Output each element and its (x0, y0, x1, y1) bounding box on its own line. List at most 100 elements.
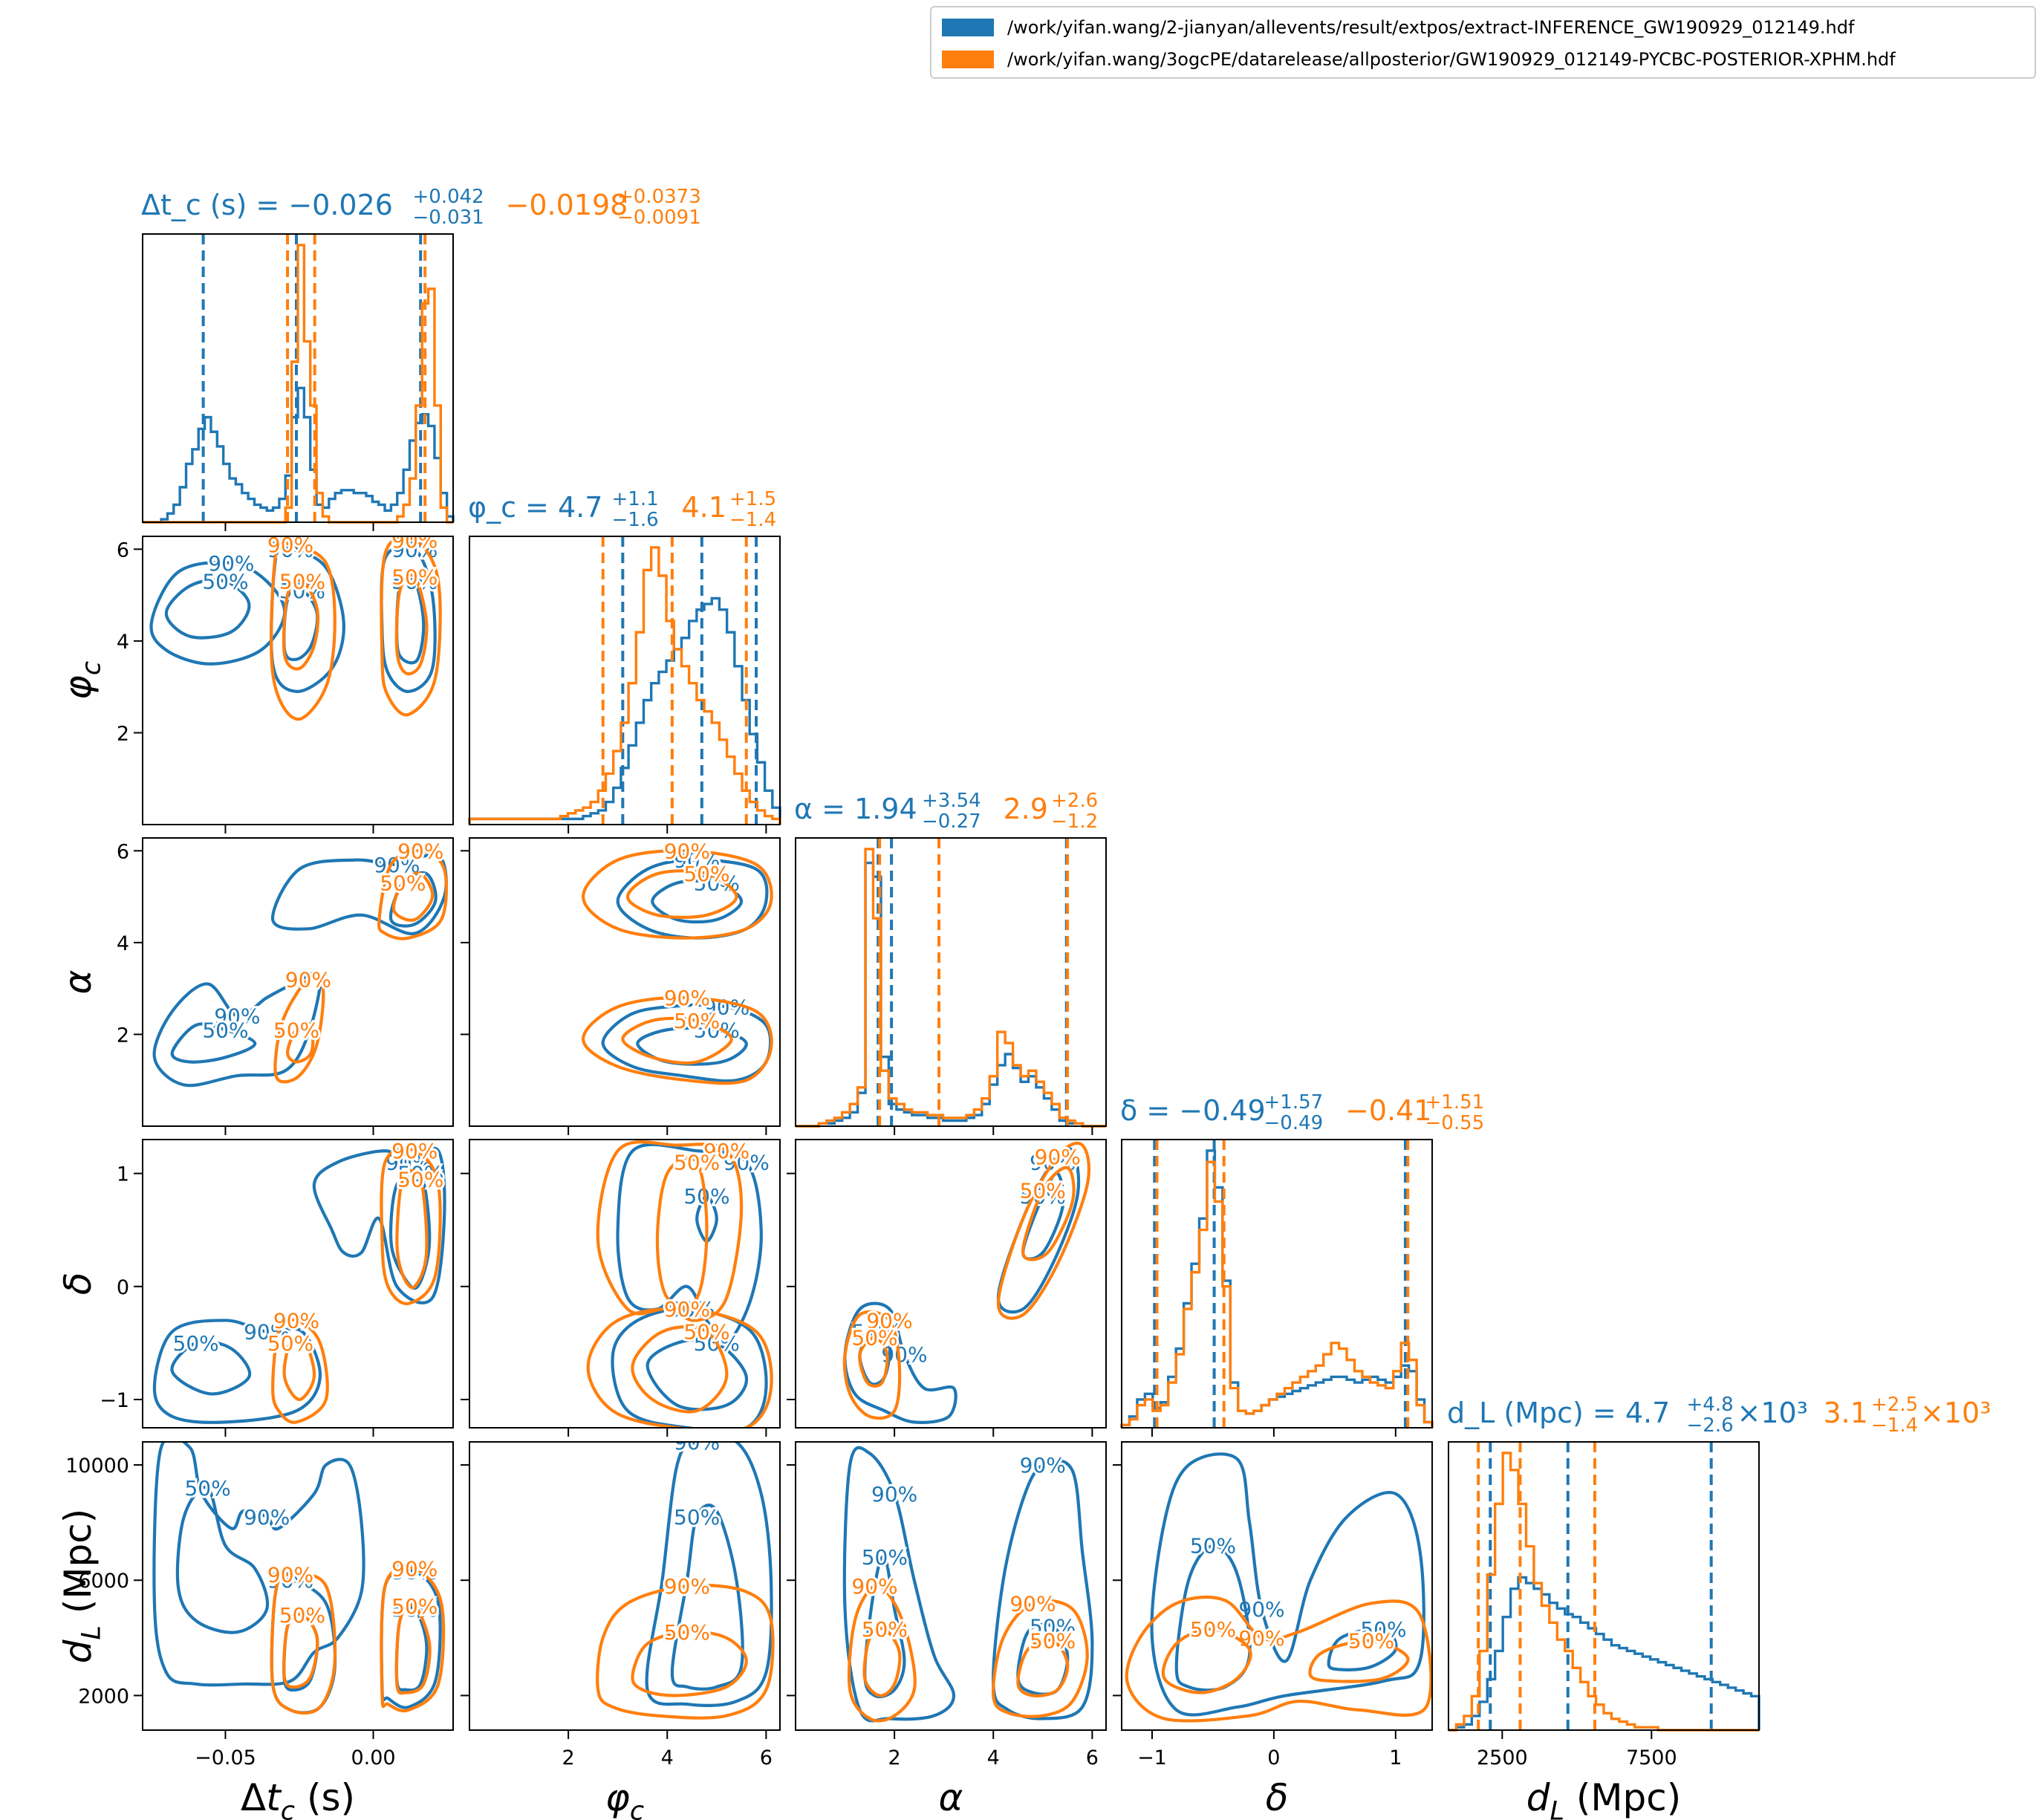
x-axis-label-dtc: Δtc (s) (241, 1776, 355, 1820)
contour-level-label: 50% (683, 862, 729, 886)
contour-level-label: 50% (1190, 1617, 1236, 1642)
contour-panel-delta-vs-phic: 90%90%50%50%90%50%90%50% (469, 1139, 781, 1429)
panel-frame (1448, 1441, 1760, 1731)
summary-plus-series-a: +1.57 (1264, 1091, 1324, 1114)
contour-90-series-b (992, 1599, 1089, 1718)
summary-series-a-dtc: Δt_c (s) = −0.026 (141, 189, 393, 221)
panel-frame (1121, 1139, 1433, 1429)
contour-level-label: 50% (1030, 1614, 1076, 1639)
contour-level-label: 90% (267, 1568, 313, 1593)
y-tick-label: 6 (117, 840, 129, 863)
x-tick-label: 6 (760, 1746, 773, 1769)
contour-level-label: 50% (202, 570, 248, 594)
contour-level-label: 90% (273, 1308, 319, 1333)
marginal-panel-alpha (795, 837, 1107, 1128)
panel-frame (795, 1441, 1107, 1731)
contour-50-series-b (395, 1169, 429, 1290)
contour-50-series-b (282, 1613, 319, 1689)
contour-panel-delta-vs-dtc: 90%50%90%50%90%50%90%50% (142, 1139, 454, 1429)
panel-frame (795, 1139, 1107, 1429)
x-tick-label: 2 (888, 1746, 901, 1769)
contour-90-series-b (380, 536, 442, 717)
contour-level-label: 50% (862, 1545, 908, 1570)
contour-layer: 90% 50% 90% 50% (596, 1442, 775, 1720)
summary-series-a-delta: δ = −0.49 (1120, 1094, 1266, 1127)
contour-level-label: 50% (851, 1325, 897, 1350)
summary-series-b-dl: 3.1 (1824, 1397, 1868, 1429)
contour-50-series-a (1174, 1544, 1252, 1692)
panel-title-alpha: α = 1.94 +3.54−0.27 2.9 +2.6−1.2 (794, 790, 1098, 833)
y-axis-label-phic: φc (56, 661, 107, 700)
contour-50-series-b (621, 1016, 733, 1065)
y-axis-label-group: φc (56, 661, 107, 700)
contour-90-series-b (996, 1141, 1091, 1320)
contour-level-label: 90% (391, 1557, 438, 1582)
summary-minus-series-a: −2.6 (1687, 1414, 1734, 1437)
contour-50-series-a (651, 879, 744, 924)
contour-level-label: 90% (1009, 1591, 1056, 1616)
y-tick-label: 10000 (65, 1455, 129, 1478)
contour-50-series-b (862, 1627, 902, 1697)
contour-level-label: 90% (244, 1505, 290, 1530)
panel-frame (1121, 1441, 1433, 1731)
contour-50-series-b (858, 1336, 889, 1388)
contour-90-series-b (273, 975, 325, 1084)
contour-layer: 90%50%90%50%90%50%90%50% (581, 838, 773, 1085)
contour-50-series-a (170, 1022, 257, 1064)
contour-level-label: 50% (184, 1476, 230, 1501)
x-tick-label: 1 (1389, 1746, 1402, 1769)
x-axis-label-delta: δ (1266, 1776, 1289, 1819)
contour-50-series-b (655, 1156, 709, 1307)
summary-minus-series-a: −0.49 (1264, 1112, 1324, 1134)
summary-plus-series-b: +0.0373 (617, 186, 701, 208)
contour-level-label: 90% (664, 986, 710, 1010)
x-axis-label-dl: dL (Mpc) (1526, 1776, 1682, 1820)
contour-level-label: 90% (214, 1004, 260, 1029)
contour-level-label: 50% (1020, 1178, 1066, 1203)
contour-50-series-b (1308, 1639, 1410, 1683)
histogram-phic-series-a (468, 597, 781, 825)
contour-50-series-a (646, 1338, 748, 1411)
contour-level-label: 50% (391, 570, 438, 594)
contour-layer: 90%50%50%90%50% 50% (1125, 1452, 1432, 1723)
panel-title-dl: d_L (Mpc) = 4.7 +4.8−2.6 ×10³ 3.1 +2.5−1.4 ×1… (1447, 1394, 1991, 1437)
contour-layer: 90%50%90%50%90%50%90%50%90%50% (152, 1442, 446, 1715)
contour-panel-dl-vs-phic: 90% 50% 90% 50% (469, 1441, 781, 1731)
x-axis-label-phic: φc (605, 1776, 644, 1820)
contour-50-series-b (631, 1630, 748, 1697)
y-tick-label: 1 (117, 1163, 129, 1186)
contour-layer: 90%50%90%50%90%50%90%50% (152, 1139, 446, 1424)
summary-plus-series-b: +1.5 (729, 488, 776, 510)
contour-50-series-b (1016, 1638, 1070, 1697)
contour-level-label: 50% (1030, 1629, 1076, 1654)
contour-level-label: 90% (866, 1308, 912, 1333)
contour-50-series-b (1161, 1628, 1252, 1694)
summary-minus-series-b: −0.0091 (617, 207, 701, 229)
contour-50-series-b (391, 871, 435, 922)
contour-50-series-a (858, 1330, 892, 1386)
x-tick-label: −0.05 (195, 1746, 256, 1769)
contour-layer: 90%90%50%50%90%50%90%50% (586, 1140, 773, 1428)
contour-level-label: 90% (397, 839, 443, 863)
contour-level-label: 50% (397, 1167, 443, 1192)
contour-level-label: 90% (664, 1574, 710, 1599)
legend: /work/yifan.wang/2-jianyan/allevents/res… (930, 6, 2036, 79)
contour-level-label: 50% (664, 1620, 710, 1645)
summary-series-b-phic: 4.1 (682, 491, 726, 524)
contour-level-label: 90% (391, 1139, 438, 1163)
legend-entry: /work/yifan.wang/3ogcPE/datarelease/allp… (942, 45, 1896, 74)
x-tick-label: 4 (987, 1746, 1000, 1769)
summary-minus-series-b: −1.2 (1051, 810, 1098, 833)
contour-panel-phic-vs-dtc: 90%50%90%50%90%50%90%50%90%50% (142, 536, 454, 825)
summary-plus-series-b: +2.6 (1051, 790, 1098, 812)
summary-plus-series-b: +1.51 (1425, 1091, 1485, 1114)
contour-50-series-a (695, 1194, 718, 1244)
contour-90-series-b (380, 1565, 446, 1713)
panel-frame (142, 1441, 454, 1731)
contour-level-label: 50% (391, 1597, 438, 1622)
contour-panel-alpha-vs-dtc: 90%50%90%50%90%50%90%50% (142, 837, 454, 1127)
summary-minus-series-a: −0.27 (922, 810, 981, 833)
contour-level-label: 50% (391, 565, 438, 589)
contour-level-label: 90% (1035, 1145, 1081, 1169)
contour-level-label: 50% (683, 1320, 729, 1345)
